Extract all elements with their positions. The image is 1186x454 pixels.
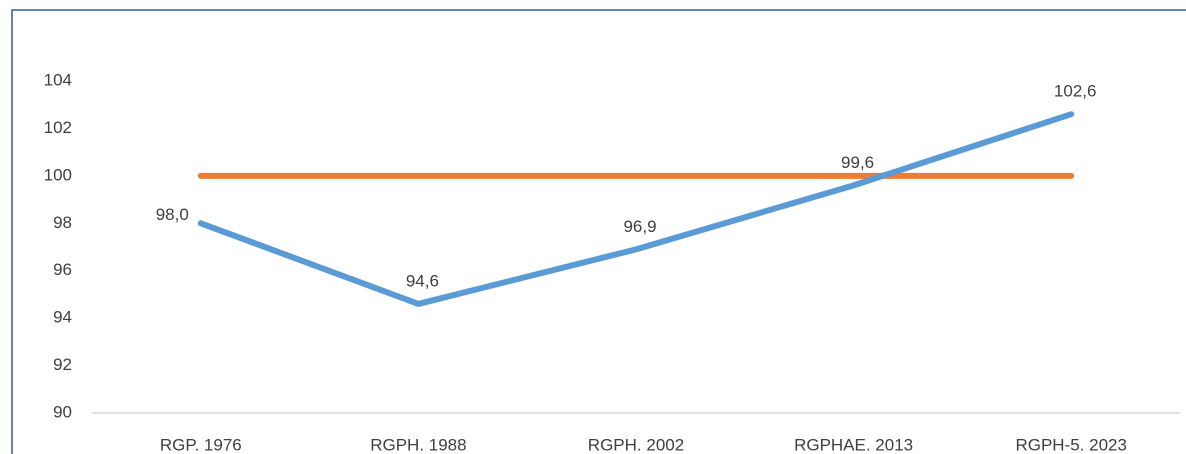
y-tick-label: 90 bbox=[53, 402, 72, 421]
x-tick-label: RGPH. 1988 bbox=[370, 435, 466, 454]
y-tick-label: 104 bbox=[44, 70, 72, 89]
data-label: 99,6 bbox=[841, 153, 874, 172]
x-tick-label: RGPHAE. 2013 bbox=[794, 435, 913, 454]
y-tick-label: 96 bbox=[53, 260, 72, 279]
chart-frame bbox=[11, 9, 1186, 454]
y-tick-label: 98 bbox=[53, 213, 72, 232]
data-label: 94,6 bbox=[406, 271, 439, 290]
y-tick-label: 92 bbox=[53, 355, 72, 374]
y-tick-label: 102 bbox=[44, 118, 72, 137]
x-tick-label: RGPH-5. 2023 bbox=[1015, 435, 1127, 454]
series-line bbox=[197, 111, 1075, 307]
data-label: 96,9 bbox=[623, 217, 656, 236]
y-tick-label: 94 bbox=[53, 308, 72, 327]
y-tick-label: 100 bbox=[44, 165, 72, 184]
data-label: 102,6 bbox=[1054, 82, 1097, 101]
x-tick-label: RGPH. 2002 bbox=[588, 435, 684, 454]
x-tick-label: RGP. 1976 bbox=[160, 435, 242, 454]
data-label: 98,0 bbox=[156, 205, 189, 224]
